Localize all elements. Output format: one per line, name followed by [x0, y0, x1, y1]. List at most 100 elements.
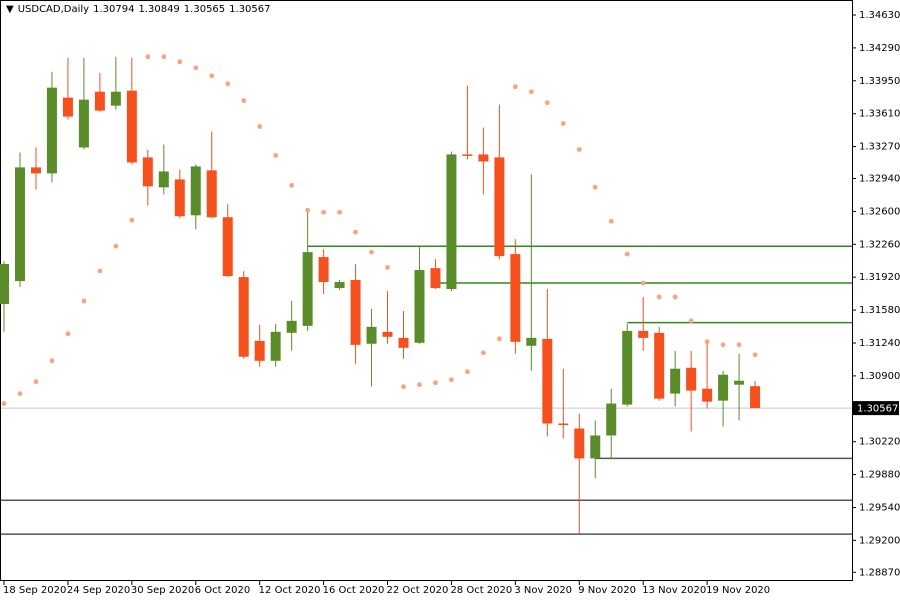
y-tick-label: 1.33270	[859, 142, 900, 153]
candle-body	[174, 179, 185, 217]
sar-dot	[33, 379, 39, 385]
sar-dot	[225, 81, 231, 87]
x-tick-label: 12 Oct 2020	[259, 585, 321, 596]
y-tick-label: 1.33950	[859, 76, 900, 87]
sar-dot	[417, 382, 422, 388]
candle-body	[414, 270, 425, 343]
candle-body	[542, 338, 553, 424]
candle-body	[94, 91, 105, 111]
candle-body	[334, 282, 345, 289]
sar-dot	[385, 265, 390, 270]
sar-dot	[369, 249, 374, 255]
candle-body	[158, 171, 169, 188]
candle-body	[350, 280, 361, 345]
candle-body	[750, 386, 761, 409]
sar-dot	[177, 59, 183, 65]
price-label: 1.30567	[857, 404, 898, 415]
sar-dot	[688, 318, 694, 324]
candle-body	[302, 252, 313, 326]
sar-dot	[656, 294, 662, 300]
x-tick-label: 30 Sep 2020	[131, 585, 194, 596]
x-tick-label: 18 Sep 2020	[3, 585, 66, 596]
y-tick-label: 1.34630	[859, 10, 900, 21]
x-tick-label: 28 Oct 2020	[450, 585, 512, 596]
y-tick-label: 1.31240	[859, 338, 900, 349]
x-tick-label: 13 Nov 2020	[642, 585, 706, 596]
candle-body	[526, 337, 537, 346]
sar-dot	[1, 401, 7, 406]
candle-body	[494, 157, 505, 257]
last-close: 1.30567	[229, 4, 271, 15]
sar-dot	[353, 229, 358, 235]
last-open: 1.30794	[93, 4, 135, 15]
candle-body	[318, 257, 329, 283]
candle-body	[286, 320, 297, 333]
x-tick-label: 24 Sep 2020	[67, 585, 130, 596]
candle-body	[686, 367, 697, 391]
candle-body	[702, 388, 713, 402]
candle-body	[622, 330, 633, 405]
candle-body	[46, 87, 57, 174]
candle-body	[0, 264, 9, 304]
x-tick-label: 22 Oct 2020	[387, 585, 449, 596]
sar-dot	[736, 342, 742, 348]
candle-body	[558, 423, 569, 425]
last-high: 1.30849	[138, 4, 180, 15]
sar-dot	[449, 377, 454, 383]
candle-body	[446, 154, 457, 290]
candle-body	[718, 374, 729, 401]
candle-body	[398, 337, 409, 348]
y-tick-label: 1.32600	[859, 206, 900, 217]
y-tick-label: 1.30220	[859, 437, 900, 448]
sar-dot	[273, 153, 279, 158]
sar-dot	[305, 207, 311, 213]
sar-dot	[608, 218, 614, 224]
menu-arrow[interactable]: ▼	[6, 4, 14, 15]
sar-dot	[209, 73, 215, 79]
candle-body	[382, 331, 393, 337]
sar-dot	[65, 331, 71, 337]
sar-dot	[17, 391, 23, 396]
sar-dot	[528, 89, 534, 95]
plot-frame	[0, 0, 853, 581]
candle-body	[606, 403, 617, 436]
sar-dot	[720, 342, 726, 348]
y-tick-label: 1.31920	[859, 272, 900, 283]
price-label-box	[853, 401, 899, 416]
sar-dot	[672, 294, 678, 300]
y-tick-label: 1.32260	[859, 239, 900, 250]
y-tick-label: 1.33610	[859, 109, 900, 120]
sar-dot	[560, 121, 566, 126]
candle-body	[238, 277, 249, 357]
sar-dot	[161, 54, 167, 60]
candle-body	[30, 167, 41, 174]
x-tick-label: 16 Oct 2020	[323, 585, 385, 596]
sar-dot	[576, 147, 582, 152]
sar-dot	[129, 217, 135, 223]
sar-dot	[257, 124, 263, 129]
y-tick-label: 1.34290	[859, 43, 900, 54]
sar-dot	[512, 84, 518, 90]
sar-dot	[640, 280, 646, 286]
sar-dot	[592, 184, 598, 190]
y-tick-label: 1.29200	[859, 535, 900, 546]
x-tick-label: 19 Nov 2020	[706, 585, 770, 596]
candle-body	[78, 99, 89, 148]
sar-dot	[481, 350, 486, 356]
sar-dot	[113, 243, 119, 249]
candle-body	[366, 326, 377, 344]
candle-body	[734, 380, 745, 385]
symbol: USDCAD,Daily	[17, 4, 90, 15]
sar-dot	[704, 339, 710, 345]
candle-body	[670, 368, 681, 394]
candle-body	[270, 331, 281, 361]
candle-body	[126, 90, 137, 163]
candle-body	[638, 330, 649, 338]
x-tick-label: 6 Oct 2020	[195, 585, 250, 596]
sar-dot	[752, 352, 758, 358]
candle-body	[62, 97, 73, 117]
candle-body	[478, 154, 489, 162]
sar-dot	[465, 369, 470, 375]
sar-dot	[145, 54, 151, 60]
